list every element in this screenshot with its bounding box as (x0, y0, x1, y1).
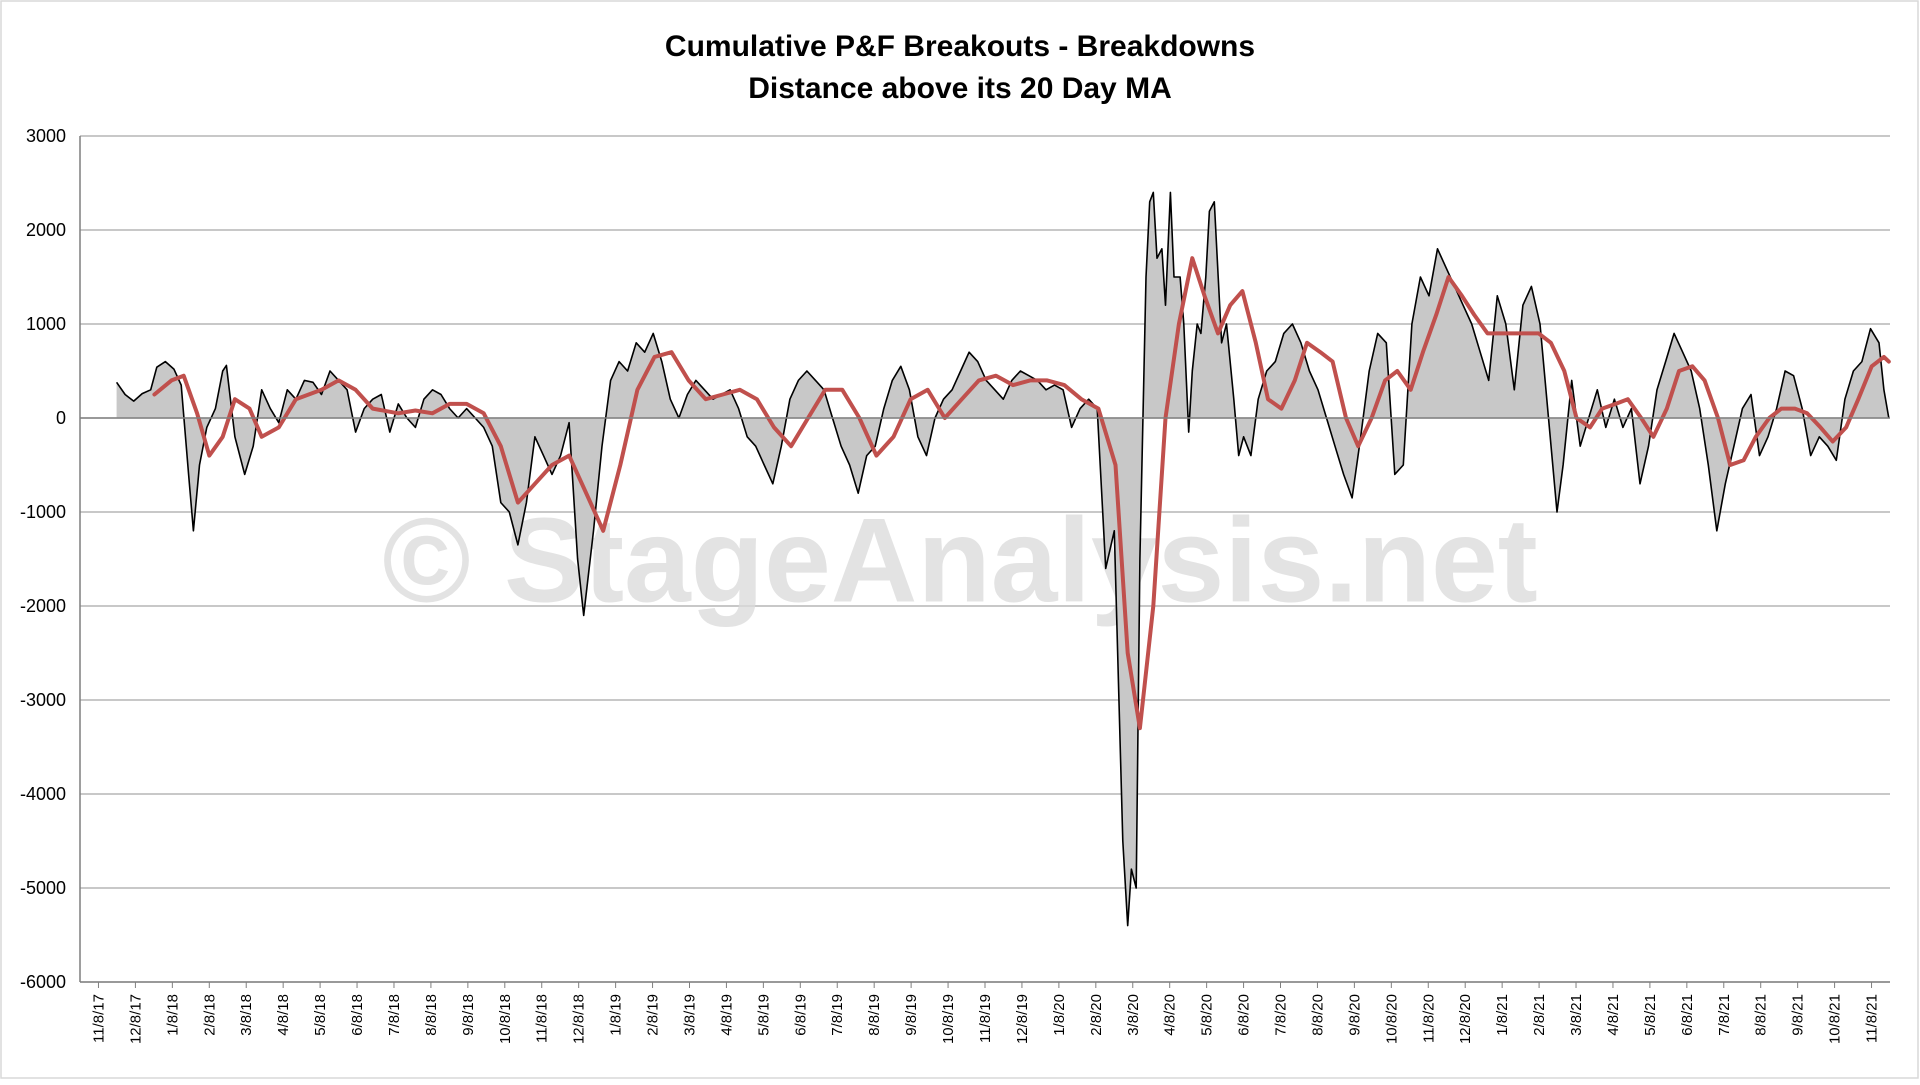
x-tick-label: 7/8/20 (1273, 994, 1290, 1036)
x-tick-label: 9/8/21 (1790, 994, 1807, 1036)
y-tick-label: -2000 (20, 596, 66, 616)
y-tick-label: -4000 (20, 784, 66, 804)
series-ma-line (152, 256, 1891, 731)
x-tick-label: 2/8/19 (645, 994, 662, 1036)
x-tick-label: 6/8/19 (792, 994, 809, 1036)
x-tick-label: 2/8/20 (1088, 994, 1105, 1036)
y-tick-label: -6000 (20, 972, 66, 992)
x-tick-label: 11/8/17 (90, 994, 107, 1043)
x-tick-label: 1/8/20 (1051, 994, 1068, 1036)
y-tick-label: -1000 (20, 502, 66, 522)
x-tick-labels: 11/8/17 12/8/17 1/8/18 2/8/18 3/8/18 4/8/18 5/… (90, 982, 1881, 1044)
x-tick-label: 8/8/19 (866, 994, 883, 1036)
x-tick-label: 11/8/20 (1420, 994, 1437, 1043)
y-tick-label: 0 (56, 408, 66, 428)
x-tick-label: 4/8/20 (1162, 994, 1179, 1036)
series-area-fill (116, 192, 1889, 926)
chart-title: Cumulative P&F Breakouts - Breakdowns (665, 30, 1255, 63)
x-tick-label: 9/8/19 (903, 994, 920, 1036)
x-tick-label: 6/8/21 (1679, 994, 1696, 1036)
x-tick-label: 7/8/18 (386, 994, 403, 1036)
x-tick-label: 7/8/19 (829, 994, 846, 1036)
x-tick-label: 11/8/19 (977, 994, 994, 1043)
x-tick-label: 12/8/17 (127, 994, 144, 1044)
x-tick-label: 5/8/19 (755, 994, 772, 1036)
x-tick-label: 1/8/21 (1494, 994, 1511, 1036)
x-tick-label: 6/8/18 (349, 994, 366, 1036)
x-tick-label: 10/8/18 (497, 994, 514, 1044)
x-tick-label: 3/8/21 (1568, 994, 1585, 1036)
x-tick-label: 3/8/19 (681, 994, 698, 1036)
x-tick-label: 7/8/21 (1716, 994, 1733, 1036)
y-tick-label: 1000 (26, 314, 66, 334)
watermark-text: © StageAnalysis.net (382, 494, 1537, 628)
x-tick-label: 9/8/18 (460, 994, 477, 1036)
y-tick-label: -3000 (20, 690, 66, 710)
x-tick-label: 12/8/18 (571, 994, 588, 1044)
x-tick-label: 11/8/18 (534, 994, 551, 1043)
x-tick-label: 4/8/19 (718, 994, 735, 1036)
x-tick-label: 5/8/20 (1199, 994, 1216, 1036)
x-tick-label: 11/8/21 (1864, 994, 1881, 1043)
x-tick-label: 5/8/18 (312, 994, 329, 1036)
x-tick-label: 8/8/20 (1309, 994, 1326, 1036)
x-tick-label: 5/8/21 (1642, 994, 1659, 1036)
x-tick-label: 10/8/20 (1383, 994, 1400, 1044)
x-tick-label: 4/8/21 (1605, 994, 1622, 1036)
y-tick-label: -5000 (20, 878, 66, 898)
chart-subtitle: Distance above its 20 Day MA (748, 72, 1172, 105)
x-tick-label: 8/8/21 (1753, 994, 1770, 1036)
x-tick-label: 8/8/18 (423, 994, 440, 1036)
x-tick-label: 9/8/20 (1346, 994, 1363, 1036)
x-tick-label: 1/8/19 (608, 994, 625, 1036)
y-tick-labels: 3000 2000 1000 0 -1000 -2000 -3000 -4000 -5000 -6… (20, 126, 66, 992)
y-tick-label: 3000 (26, 126, 66, 146)
x-tick-label: 10/8/21 (1827, 994, 1844, 1044)
x-tick-label: 4/8/18 (275, 994, 292, 1036)
x-tick-label: 12/8/20 (1457, 994, 1474, 1044)
x-tick-label: 3/8/20 (1125, 994, 1142, 1036)
x-tick-label: 2/8/18 (201, 994, 218, 1036)
y-tick-label: 2000 (26, 220, 66, 240)
x-tick-label: 12/8/19 (1014, 994, 1031, 1044)
x-tick-label: 6/8/20 (1236, 994, 1253, 1036)
x-tick-label: 1/8/18 (164, 994, 181, 1036)
x-tick-label: 2/8/21 (1531, 994, 1548, 1036)
x-tick-label: 10/8/19 (940, 994, 957, 1044)
x-tick-label: 3/8/18 (238, 994, 255, 1036)
